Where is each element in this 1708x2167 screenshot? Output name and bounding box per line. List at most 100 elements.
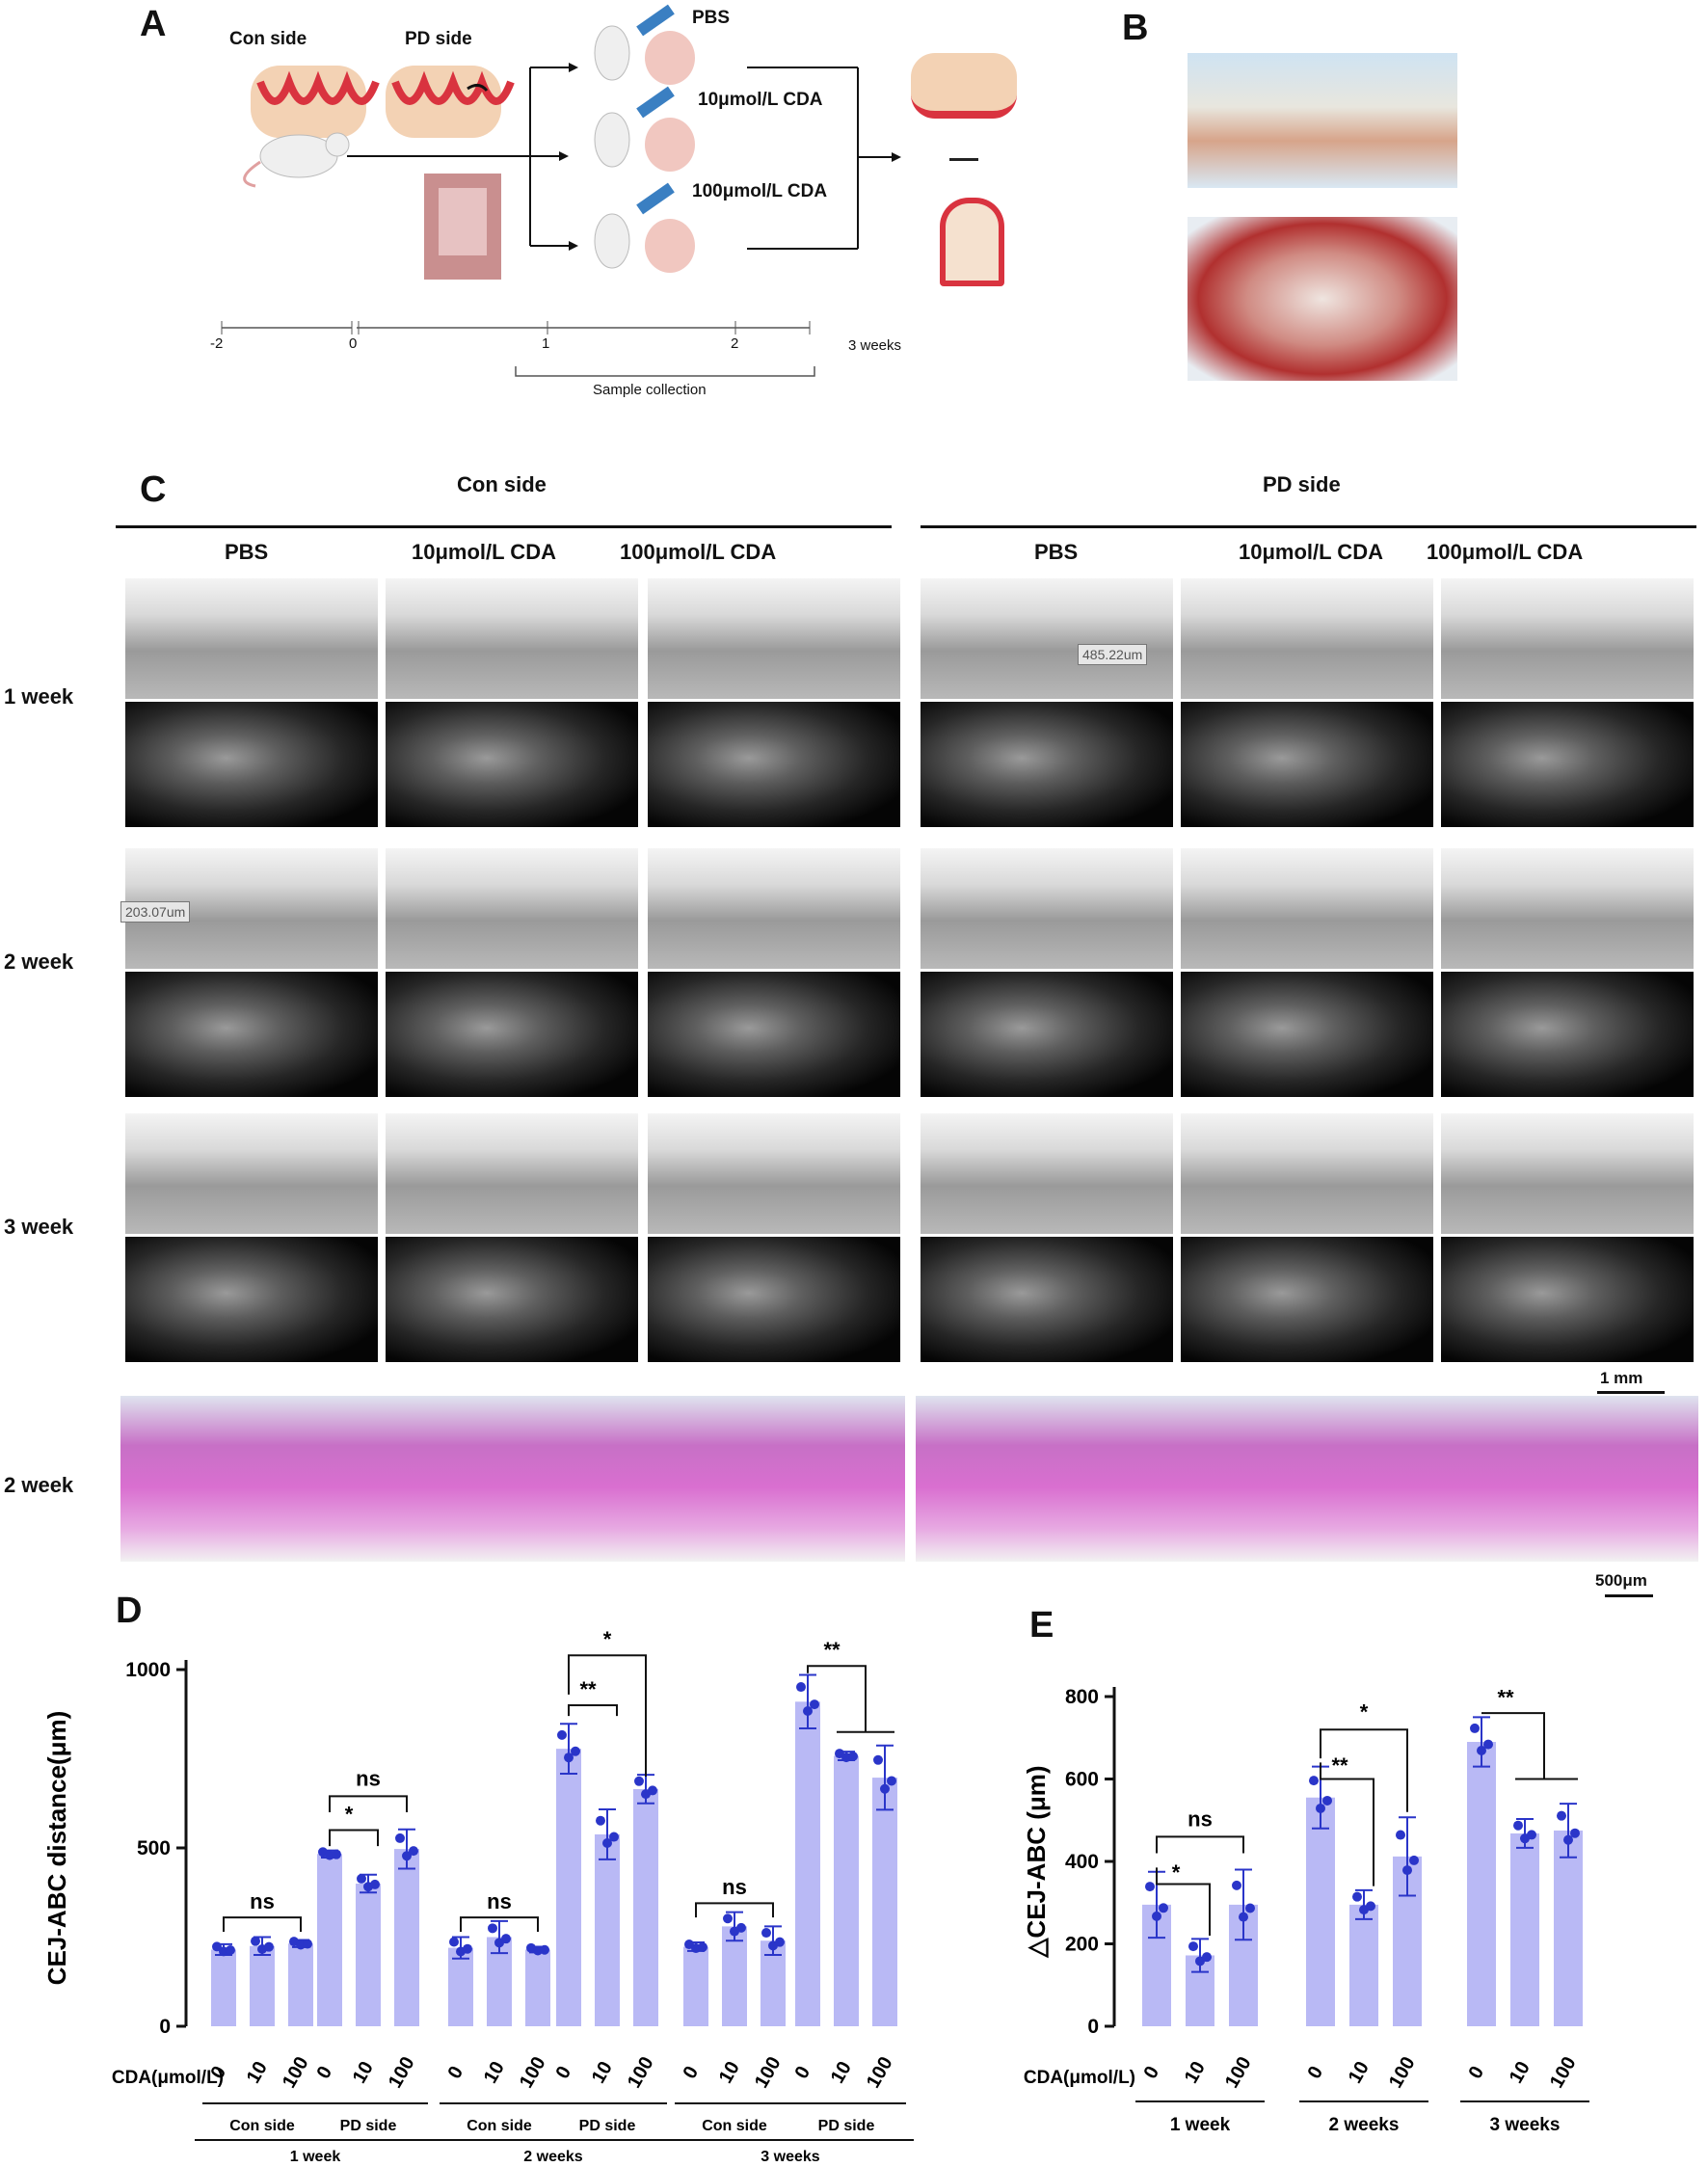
bar-g2-1: [1306, 1797, 1335, 2026]
rat-group-10: [594, 86, 695, 172]
specimen-photo-occlusal: [1188, 217, 1457, 381]
microct-slice-r1-c3: [648, 702, 900, 827]
point-g1-1-2: [1152, 1911, 1161, 1921]
x-cat-g1-2: 10: [1181, 2058, 1210, 2087]
timeline-tick-1: 0: [349, 335, 358, 352]
y-tick-label-2: 400: [1065, 1851, 1099, 1873]
point-g3-2-1: [1513, 1820, 1523, 1831]
bar-g2-1: [317, 1854, 342, 2026]
point-g2-2-3: [1366, 1901, 1375, 1912]
c-pd-side-header: PD side: [1263, 472, 1341, 496]
microct-3d-r3-c1: [125, 1113, 378, 1234]
y-tick-label-2: 1000: [125, 1659, 171, 1681]
x-axis-title: CDA(μmol/L): [112, 2068, 224, 2088]
point-g4-2-2: [602, 1838, 612, 1849]
c-col-10-pd: 10μmol/L CDA: [1239, 540, 1383, 564]
c-col-10-con: 10μmol/L CDA: [412, 540, 556, 564]
point-g3-2-1: [488, 1923, 497, 1934]
y-tick-label-3: 600: [1065, 1769, 1099, 1791]
point-g2-1-3: [1322, 1795, 1332, 1806]
point-g2-3-1: [395, 1833, 405, 1843]
point-g3-1-3: [463, 1943, 472, 1954]
sig-label-e1w-ns: ns: [1188, 1807, 1213, 1832]
sig-bracket-c3w: [695, 1902, 774, 1918]
x-cat-g2-1: 0: [1303, 2063, 1327, 2083]
week-label-e-1: 1 week: [1170, 2115, 1231, 2135]
point-g2-1-1: [1309, 1776, 1319, 1786]
x-cat-g2-1: 0: [312, 2063, 336, 2083]
con-side-rule: [116, 525, 892, 528]
x-cat-g3-3: 100: [1546, 2053, 1581, 2092]
outcome-jaw-icon: [911, 53, 1017, 119]
point-g3-3-2: [1563, 1834, 1573, 1845]
point-g1-2-1: [1188, 1941, 1198, 1952]
point-g3-3-3: [1570, 1828, 1580, 1838]
microct-slice-r2-c5: [1181, 972, 1433, 1097]
bar-g1-2: [250, 1945, 275, 2026]
pd-side-rule: [921, 525, 1696, 528]
bar-g4-1: [556, 1749, 581, 2026]
point-g1-1-3: [1159, 1903, 1168, 1913]
week-label-2: 2 weeks: [523, 2149, 582, 2165]
timeline-tick-4: 3 weeks: [848, 337, 902, 354]
microct-slice-r3-c4: [921, 1237, 1173, 1362]
scale-ct-bar: [1597, 1391, 1665, 1394]
week-label-3: 3 weeks: [761, 2149, 819, 2165]
bar-g1-3: [288, 1943, 313, 2026]
microct-3d-r2-c5: [1181, 848, 1433, 969]
x-cat-g2-2: 10: [1345, 2058, 1374, 2087]
point-g4-2-3: [609, 1832, 619, 1842]
panel-label-d: D: [116, 1591, 143, 1631]
bar-g3-1: [448, 1947, 473, 2026]
sig-bracket-p2w-b: [568, 1654, 647, 1777]
y-tick-label-1: 200: [1065, 1934, 1099, 1956]
point-g6-2-3: [848, 1751, 858, 1761]
c-row-3week: 3 week: [4, 1215, 74, 1239]
side-label-4: PD side: [579, 2118, 636, 2134]
timeline-tick-3: 2: [731, 335, 739, 352]
point-g1-3-3: [303, 1939, 312, 1949]
c-col-100-pd: 100μmol/L CDA: [1427, 540, 1584, 564]
microct-3d-r2-c6: [1441, 848, 1694, 969]
y-tick-label-4: 800: [1065, 1686, 1099, 1708]
point-g1-3-1: [1232, 1880, 1241, 1890]
x-cat-g3-2: 10: [1506, 2058, 1535, 2087]
microct-slice-r2-c4: [921, 972, 1173, 1097]
specimen-photo-lateral: [1188, 53, 1457, 188]
point-g3-1-3: [1483, 1739, 1493, 1750]
microct-3d-r1-c3: [648, 578, 900, 699]
x-cat-g5-1: 0: [679, 2063, 703, 2083]
x-cat-g6-3: 100: [863, 2053, 897, 2092]
microct-slice-r3-c5: [1181, 1237, 1433, 1362]
measure-label-203: 203.07um: [120, 901, 191, 923]
point-g3-2-3: [1527, 1830, 1536, 1840]
point-g1-3-2: [1239, 1912, 1248, 1922]
sig-label-e3w: **: [1497, 1686, 1514, 1710]
point-g6-3-2: [880, 1783, 890, 1794]
panel-label-a: A: [140, 4, 167, 44]
microct-slice-r1-c5: [1181, 702, 1433, 827]
scale-he-bar: [1605, 1594, 1653, 1597]
microct-3d-r2-c3: [648, 848, 900, 969]
bar-g5-1: [683, 1946, 708, 2026]
microct-3d-r3-c5: [1181, 1113, 1433, 1234]
panel-a-schematic: [221, 4, 901, 377]
point-g4-1-2: [564, 1752, 574, 1763]
microct-3d-r3-c3: [648, 1113, 900, 1234]
microct-3d-r1-c5: [1181, 578, 1433, 699]
he-stain-c4: [916, 1396, 1178, 1562]
outcome-ligature-icon: [949, 145, 978, 161]
sig-bracket-p3w: [807, 1665, 894, 1733]
microct-3d-r1-c4: [921, 578, 1173, 699]
sig-label-e1w-a: *: [1172, 1860, 1181, 1885]
point-g6-3-1: [873, 1754, 883, 1765]
a-con-side: Con side: [229, 29, 307, 49]
a-group-pbs: PBS: [692, 8, 731, 28]
c-col-100-con: 100μmol/L CDA: [620, 540, 777, 564]
x-cat-g4-1: 0: [551, 2063, 575, 2083]
microct-3d-r3-c6: [1441, 1113, 1694, 1234]
he-stain-c1: [120, 1396, 383, 1562]
point-g2-2-1: [357, 1873, 366, 1884]
microct-slice-r3-c3: [648, 1237, 900, 1362]
timeline-tick-2: 1: [542, 335, 550, 352]
